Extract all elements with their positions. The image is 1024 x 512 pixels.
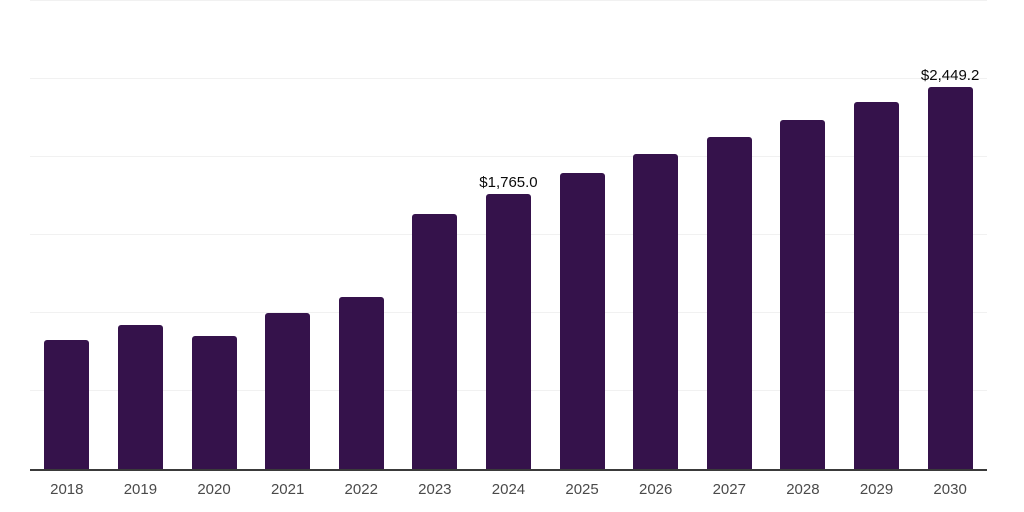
bar-2030 <box>927 86 973 469</box>
x-axis-label-2023: 2023 <box>418 481 452 498</box>
bar-2026 <box>633 153 679 469</box>
bar-column-2025 <box>545 1 619 469</box>
gridline-2500 <box>30 78 987 79</box>
x-axis-label-2029: 2029 <box>859 481 894 498</box>
bar-2021 <box>265 313 311 469</box>
x-axis-label-2021: 2021 <box>270 481 305 498</box>
x-axis-label-2027: 2027 <box>712 481 746 498</box>
bar-column-2018 <box>30 1 104 469</box>
bar-column-2024: $1,765.0 <box>472 1 546 469</box>
bar-column-2020 <box>177 1 251 469</box>
x-axis-label-2022: 2022 <box>344 481 378 498</box>
bar-column-2021 <box>251 1 325 469</box>
bar-column-2022 <box>324 1 398 469</box>
x-axis-label-2019: 2019 <box>123 481 158 498</box>
bar-2022 <box>338 297 384 469</box>
bar-column-2030: $2,449.2 <box>913 1 987 469</box>
x-axis-label-2030: 2030 <box>933 481 967 498</box>
bar-2027 <box>706 136 752 469</box>
bar-2029 <box>854 102 899 469</box>
bar-2028 <box>780 119 826 469</box>
bars-container: $1,765.0 $2,449.2 <box>30 1 987 469</box>
bar-2023 <box>412 213 458 469</box>
bar-column-2019 <box>104 1 178 469</box>
bar-2020 <box>191 335 237 469</box>
x-axis-label-2025: 2025 <box>565 481 599 498</box>
bar-column-2026 <box>619 1 693 469</box>
x-axis-line <box>30 469 987 471</box>
bar-column-2027 <box>692 1 766 469</box>
bar-2024 <box>485 193 531 469</box>
bar-column-2028 <box>766 1 840 469</box>
gridline-2000 <box>30 156 987 158</box>
plot-area: $1,765.0 $2,449.2 <box>30 0 987 469</box>
x-axis-labels: 2018 2019 2020 2021 2022 2023 2024 2025 2026 2027… <box>30 482 987 497</box>
x-axis-label-2024: 2024 <box>491 481 526 498</box>
bar-column-2029 <box>840 1 914 469</box>
x-axis-label-2020: 2020 <box>197 481 231 498</box>
x-axis-label-2028: 2028 <box>786 481 820 498</box>
bar-2019 <box>117 325 163 469</box>
gridline-3000 <box>30 0 987 1</box>
x-axis-label-2026: 2026 <box>638 481 673 498</box>
bar-2018 <box>44 340 90 469</box>
bar-2025 <box>559 173 605 469</box>
bar-value-label-2030: $2,449.2 <box>920 66 980 84</box>
bar-column-2023 <box>398 1 472 469</box>
x-axis-label-2018: 2018 <box>50 481 84 498</box>
bar-value-label-2024: $1,765.0 <box>479 173 538 191</box>
